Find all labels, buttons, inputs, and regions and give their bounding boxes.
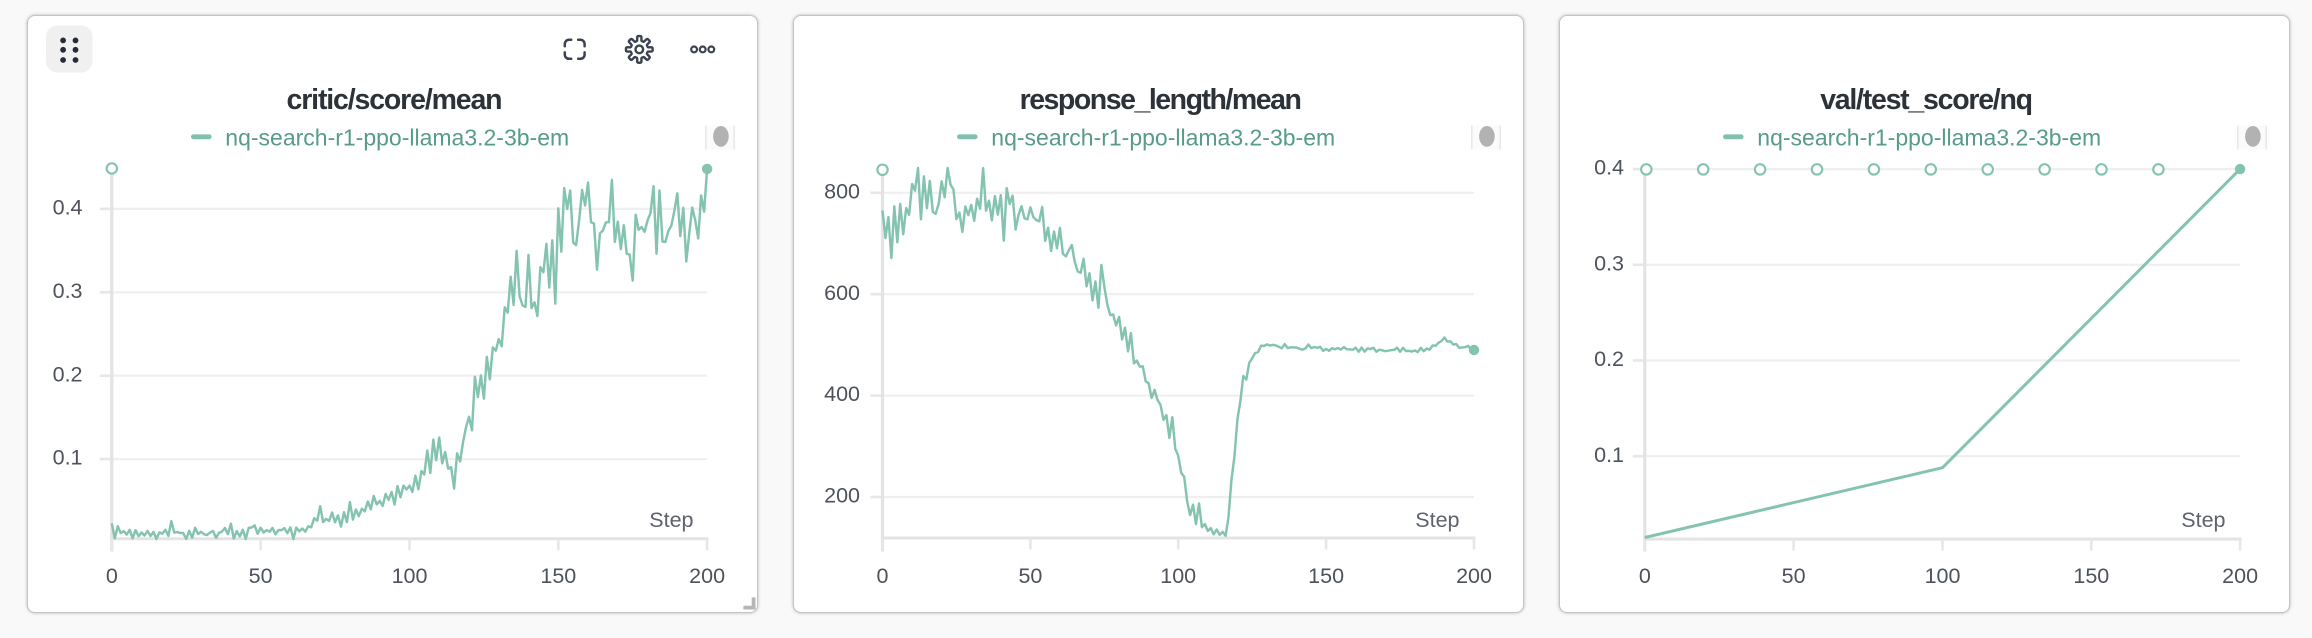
svg-text:Step: Step xyxy=(2181,508,2225,532)
svg-text:0.4: 0.4 xyxy=(1594,155,1624,179)
svg-text:0.1: 0.1 xyxy=(52,445,82,469)
svg-text:0.2: 0.2 xyxy=(52,362,82,386)
svg-text:150: 150 xyxy=(1308,563,1344,587)
svg-text:100: 100 xyxy=(391,563,427,587)
svg-text:50: 50 xyxy=(248,563,272,587)
svg-text:150: 150 xyxy=(2073,563,2109,587)
svg-text:200: 200 xyxy=(689,563,725,587)
svg-text:200: 200 xyxy=(2222,563,2258,587)
svg-text:nq-search-r1-ppo-llama3.2-3b-e: nq-search-r1-ppo-llama3.2-3b-em xyxy=(991,124,1335,150)
svg-text:400: 400 xyxy=(824,382,860,406)
svg-text:600: 600 xyxy=(824,280,860,304)
svg-text:Step: Step xyxy=(1415,508,1459,532)
svg-text:800: 800 xyxy=(824,179,860,203)
svg-text:50: 50 xyxy=(1781,563,1805,587)
svg-text:0: 0 xyxy=(876,563,888,587)
svg-text:0: 0 xyxy=(1638,563,1650,587)
svg-text:0.3: 0.3 xyxy=(1594,251,1624,275)
svg-text:100: 100 xyxy=(1160,563,1196,587)
svg-text:response_length/mean: response_length/mean xyxy=(1019,84,1300,116)
svg-text:val/test_score/nq: val/test_score/nq xyxy=(1820,84,2032,116)
svg-text:0.4: 0.4 xyxy=(52,195,82,219)
svg-text:0.3: 0.3 xyxy=(52,278,82,302)
svg-text:200: 200 xyxy=(824,483,860,507)
svg-text:150: 150 xyxy=(540,563,576,587)
svg-text:0.1: 0.1 xyxy=(1594,442,1624,466)
svg-text:nq-search-r1-ppo-llama3.2-3b-e: nq-search-r1-ppo-llama3.2-3b-em xyxy=(225,124,569,150)
svg-text:200: 200 xyxy=(1456,563,1492,587)
svg-text:0.2: 0.2 xyxy=(1594,347,1624,371)
svg-text:0: 0 xyxy=(105,563,117,587)
svg-text:Step: Step xyxy=(649,508,693,532)
svg-text:nq-search-r1-ppo-llama3.2-3b-e: nq-search-r1-ppo-llama3.2-3b-em xyxy=(1757,124,2101,150)
svg-text:critic/score/mean: critic/score/mean xyxy=(286,84,501,116)
svg-text:100: 100 xyxy=(1924,563,1960,587)
svg-text:50: 50 xyxy=(1018,563,1042,587)
